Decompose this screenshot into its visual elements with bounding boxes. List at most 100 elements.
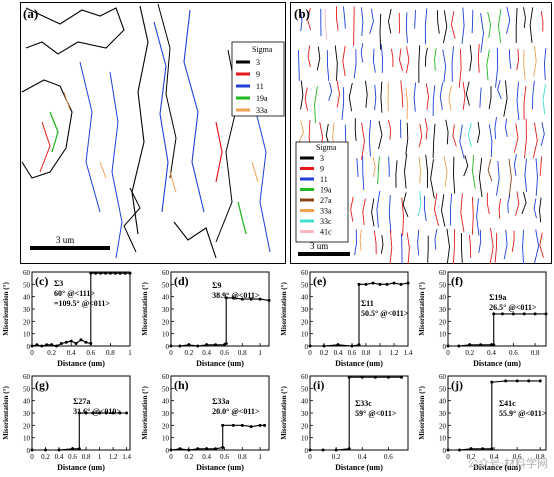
annotation-text: 50.5° @<011> bbox=[361, 309, 409, 318]
boundary-segment bbox=[511, 230, 515, 252]
profile-point bbox=[406, 281, 410, 285]
boundary-segment bbox=[442, 10, 448, 44]
plot-frame bbox=[447, 271, 547, 347]
boundary-segment bbox=[387, 119, 392, 140]
x-tick-label: 0.6 bbox=[68, 453, 77, 461]
y-tick-label: 30 bbox=[439, 410, 447, 418]
y-tick-label: 30 bbox=[439, 306, 447, 314]
profile-point bbox=[258, 423, 262, 427]
profile-point bbox=[522, 312, 526, 316]
boundary-segment bbox=[405, 87, 408, 120]
profile-point bbox=[91, 411, 95, 415]
profile-point bbox=[118, 271, 122, 275]
y-tick-label: 10 bbox=[23, 435, 31, 443]
boundary-segment bbox=[503, 229, 508, 260]
profile-point bbox=[57, 448, 61, 452]
legend-label: 3 bbox=[320, 154, 324, 163]
boundary-segment bbox=[434, 229, 438, 250]
profile-point bbox=[490, 447, 494, 451]
x-axis-label: Distance (um) bbox=[196, 463, 244, 472]
boundary-segment bbox=[445, 119, 449, 145]
y-tick-label: 10 bbox=[301, 435, 309, 443]
boundary-segment bbox=[373, 230, 377, 255]
boundary-segment bbox=[405, 46, 410, 73]
profile-point bbox=[221, 423, 225, 427]
profile-point bbox=[511, 312, 515, 316]
boundary-segment bbox=[362, 155, 365, 191]
y-axis-label: Misorientation (°) bbox=[280, 386, 288, 440]
panel-label-b: (b) bbox=[294, 6, 310, 21]
legend-label: 9 bbox=[320, 165, 324, 174]
profile-point bbox=[399, 375, 403, 379]
profile-point bbox=[492, 343, 496, 347]
boundary-segment bbox=[441, 194, 446, 227]
y-tick-label: 0 bbox=[27, 343, 31, 351]
profile-point bbox=[231, 296, 235, 300]
boundary-segment bbox=[314, 86, 318, 124]
x-tick-label: 0.2 bbox=[184, 349, 193, 357]
legend-title-b: Sigma bbox=[316, 143, 337, 152]
y-axis-label: Misorientation (°) bbox=[141, 282, 149, 336]
profile-point bbox=[118, 411, 122, 415]
x-axis-label: Distance (um) bbox=[473, 463, 521, 472]
x-tick-label: 0.4 bbox=[55, 453, 64, 461]
y-tick-label: 10 bbox=[439, 331, 447, 339]
boundary-segment bbox=[300, 10, 303, 32]
profile-point bbox=[336, 343, 340, 347]
profile-point bbox=[321, 448, 325, 452]
x-axis-label: Distance (um) bbox=[57, 359, 105, 368]
profile-point bbox=[249, 297, 253, 301]
profile-point bbox=[267, 298, 271, 302]
boundary-segment bbox=[356, 158, 359, 177]
profile-point bbox=[79, 338, 83, 342]
boundary-segment bbox=[414, 9, 416, 29]
boundary-segment bbox=[532, 122, 538, 159]
panel-label: (e) bbox=[313, 274, 326, 288]
x-tick-label: 0.2 bbox=[41, 453, 50, 461]
y-tick-label: 50 bbox=[301, 385, 309, 393]
y-tick-label: 0 bbox=[166, 447, 170, 455]
boundary-segment bbox=[461, 7, 465, 44]
boundary-segment bbox=[476, 121, 481, 143]
y-tick-label: 40 bbox=[162, 294, 170, 302]
boundary-segment bbox=[380, 81, 383, 113]
x-tick-label: 0.2 bbox=[184, 453, 193, 461]
x-tick-label: 1.2 bbox=[109, 453, 118, 461]
boundary-segment bbox=[486, 192, 490, 215]
boundary-segment bbox=[360, 43, 364, 63]
plot-frame bbox=[447, 375, 547, 451]
panel-label: (c) bbox=[35, 274, 48, 288]
boundary-segment bbox=[516, 81, 520, 121]
profile-point bbox=[479, 343, 483, 347]
y-tick-label: 60 bbox=[301, 269, 309, 277]
panel-label-a: (a) bbox=[23, 6, 38, 21]
profile-point bbox=[240, 297, 244, 301]
boundary-segment bbox=[497, 80, 502, 100]
boundary-segment bbox=[413, 82, 417, 112]
y-tick-label: 50 bbox=[301, 281, 309, 289]
profile-point bbox=[214, 343, 218, 347]
boundary-segment bbox=[504, 118, 508, 137]
boundary-segment bbox=[353, 6, 355, 47]
annotation-text: 55.9° @<011> bbox=[499, 409, 547, 418]
x-tick-label: 0.6 bbox=[348, 349, 357, 357]
x-tick-label: 1 bbox=[378, 349, 382, 357]
x-tick-label: 0 bbox=[308, 453, 312, 461]
y-tick-label: 20 bbox=[439, 422, 447, 430]
profile-point bbox=[214, 447, 218, 451]
profile-point bbox=[378, 282, 382, 286]
profile-point bbox=[221, 446, 225, 450]
profile-point bbox=[504, 379, 508, 383]
boundary-segment bbox=[326, 49, 330, 81]
boundary-segment bbox=[401, 233, 403, 264]
profile-point bbox=[371, 281, 375, 285]
profile-point bbox=[350, 344, 354, 348]
boundary-segment bbox=[471, 196, 474, 235]
annotation-text: =109.5° @<011> bbox=[54, 299, 110, 308]
profile-point bbox=[104, 411, 108, 415]
y-tick-label: 40 bbox=[439, 294, 447, 302]
profile-point bbox=[527, 379, 531, 383]
y-tick-label: 10 bbox=[23, 331, 31, 339]
boundary-segment bbox=[424, 118, 428, 140]
